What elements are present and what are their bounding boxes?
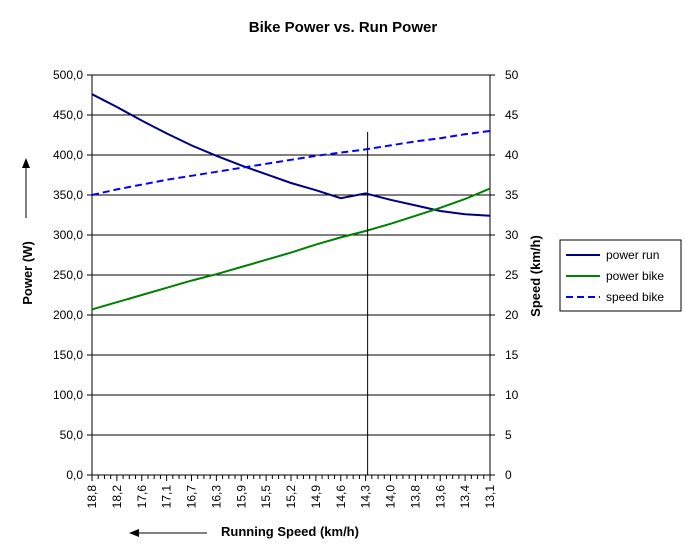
x-tick-label: 13,6: [433, 485, 447, 509]
x-axis-arrow: [129, 529, 207, 537]
x-tick-label: 15,2: [284, 485, 298, 509]
x-tick-label: 16,7: [185, 485, 199, 509]
series-power-bike: [91, 187, 491, 311]
y-tick-label: 350,0: [53, 188, 83, 202]
y2-tick-label: 15: [505, 348, 519, 362]
x-tick-label: 13,8: [408, 485, 422, 509]
y2-tick-label: 40: [505, 148, 519, 162]
y2-tick-label: 35: [505, 188, 519, 202]
gridlines: [87, 74, 495, 476]
y-tick-label: 0,0: [66, 468, 83, 482]
x-tick-labels: 18,8 18,2 17,6 17,1 16,7 16,3 15,9 15,5 15,2 14,9…: [85, 485, 497, 509]
x-tick-label: 17,1: [160, 485, 174, 509]
legend: power run power bike speed bike: [559, 239, 682, 312]
y2-axis-title: Speed (km/h): [528, 235, 543, 317]
legend-label: power run: [606, 248, 659, 262]
x-tick-label: 18,8: [85, 485, 99, 509]
x-tick-label: 13,1: [483, 485, 497, 509]
y-tick-label: 400,0: [53, 148, 83, 162]
y-tick-labels: 0,0 50,0 100,0 150,0 200,0 250,0 300,0 350,0 400…: [53, 68, 83, 482]
x-tick-label: 13,4: [458, 485, 472, 509]
y2-tick-label: 5: [505, 428, 512, 442]
series-lines: [91, 93, 491, 311]
y2-tick-labels: 0 5 10 15 20 25 30 35 40 45 50: [505, 68, 519, 482]
x-tick-label: 15,9: [234, 485, 248, 509]
y-tick-label: 100,0: [53, 388, 83, 402]
y2-tick-label: 30: [505, 228, 519, 242]
x-axis-title: Running Speed (km/h): [221, 524, 359, 539]
x-tick-label: 18,2: [110, 485, 124, 509]
series-power-run: [91, 93, 491, 217]
chart-title: Bike Power vs. Run Power: [249, 19, 438, 36]
y-tick-label: 300,0: [53, 228, 83, 242]
y-tick-label: 150,0: [53, 348, 83, 362]
y2-tick-label: 45: [505, 108, 519, 122]
y-axis-arrow: [22, 158, 30, 218]
y2-tick-label: 50: [505, 68, 519, 82]
x-tick-label: 15,5: [259, 485, 273, 509]
x-tick-label: 14,3: [359, 485, 373, 509]
y2-tick-label: 10: [505, 388, 519, 402]
y-tick-label: 200,0: [53, 308, 83, 322]
y-tick-label: 450,0: [53, 108, 83, 122]
y-tick-label: 250,0: [53, 268, 83, 282]
y-tick-label: 500,0: [53, 68, 83, 82]
series-speed-bike: [91, 130, 491, 196]
x-tick-label: 14,6: [334, 485, 348, 509]
x-tick-label: 17,6: [135, 485, 149, 509]
x-tick-label: 14,0: [384, 485, 398, 509]
legend-label: speed bike: [606, 290, 664, 304]
y-axis-title: Power (W): [20, 241, 35, 305]
legend-label: power bike: [606, 269, 664, 283]
y-tick-label: 50,0: [60, 428, 84, 442]
axes: [91, 75, 491, 481]
y2-tick-label: 0: [505, 468, 512, 482]
y2-tick-label: 20: [505, 308, 519, 322]
y2-tick-label: 25: [505, 268, 519, 282]
x-tick-label: 14,9: [309, 485, 323, 509]
x-tick-label: 16,3: [209, 485, 223, 509]
